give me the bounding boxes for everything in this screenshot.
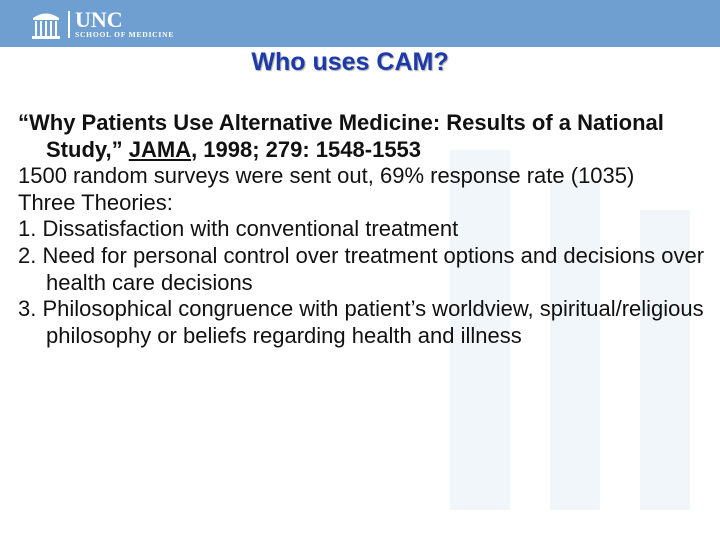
slide-body: “Why Patients Use Alternative Medicine: … — [18, 110, 708, 349]
logo-divider — [68, 11, 70, 38]
theories-heading: Three Theories: — [18, 189, 173, 215]
citation-text-end: , 1998; 279: 1548-1553 — [191, 136, 422, 162]
survey-line: 1500 random surveys were sent out, 69% r… — [18, 163, 635, 189]
theory-item: 3. Philosophical congruence with patient… — [18, 296, 704, 348]
old-well-icon — [31, 9, 61, 46]
citation-journal: JAMA — [128, 136, 192, 162]
citation: “Why Patients Use Alternative Medicine: … — [18, 110, 708, 163]
theory-item: 1. Dissatisfaction with conventional tre… — [18, 216, 459, 242]
header-bar: UNC SCHOOL OF MEDICINE — [0, 0, 720, 47]
slide-title: Who uses CAM? — [251, 48, 449, 76]
theory-item: 2. Need for personal control over treatm… — [18, 242, 705, 295]
citation-text-start: “Why Patients Use Alternative Medicine: … — [18, 110, 664, 162]
watermark-well-icon — [440, 150, 700, 515]
logo-name: UNC — [75, 7, 123, 32]
logo-subtitle: SCHOOL OF MEDICINE — [75, 30, 175, 39]
